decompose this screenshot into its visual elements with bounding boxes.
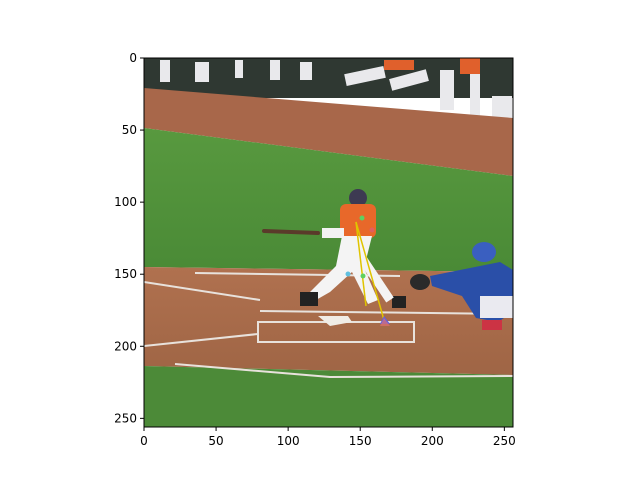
x-tick-label: 250 [493,434,516,448]
catcher [410,242,513,330]
x-tick-label: 150 [349,434,372,448]
y-tick-label: 150 [114,267,137,281]
axes-frame [143,57,514,428]
grass-upper [144,128,513,272]
photo-image [144,58,513,427]
x-tick-label: 100 [277,434,300,448]
y-tick-label: 50 [122,123,137,137]
x-tick-label: 50 [208,434,223,448]
y-tick-label: 200 [114,339,137,353]
warning-track [144,88,513,176]
batter [262,189,406,326]
y-tick-label: 100 [114,195,137,209]
y-tick-label: 0 [129,51,137,65]
y-axis: 0 50 100 150 200 250 [114,51,144,425]
y-tick-label: 250 [114,411,137,425]
x-tick-label: 200 [421,434,444,448]
grass-lower [144,366,513,427]
home-plate [318,316,352,326]
x-tick-label: 0 [140,434,148,448]
stands-accents [384,58,480,74]
x-axis: 0 50 100 150 200 250 [140,427,516,448]
